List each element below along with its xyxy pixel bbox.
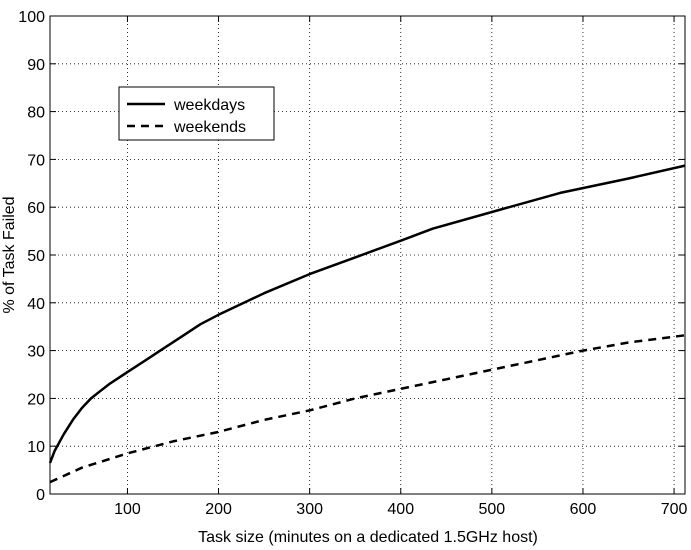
legend-label-weekends: weekends — [173, 119, 246, 136]
y-tick-label: 20 — [27, 391, 45, 408]
y-tick-label: 60 — [27, 200, 45, 217]
x-tick-label: 600 — [570, 501, 597, 518]
axis-ticks: 100 200 300 400 500 600 700 0 10 20 30 40 50 60 70 80 90… — [18, 9, 687, 518]
y-tick-label: 100 — [18, 9, 45, 26]
x-tick-label: 500 — [479, 501, 506, 518]
legend: weekdays weekends — [118, 86, 275, 141]
y-tick-label: 30 — [27, 344, 45, 361]
y-tick-label: 80 — [27, 105, 45, 122]
y-tick-label: 90 — [27, 57, 45, 74]
legend-label-weekdays: weekdays — [173, 97, 245, 114]
x-tick-label: 300 — [296, 501, 323, 518]
x-axis-title: Task size (minutes on a dedicated 1.5GHz… — [198, 529, 538, 546]
y-tick-label: 70 — [27, 152, 45, 169]
y-axis-title: % of Task Failed — [1, 196, 18, 313]
x-tick-label: 400 — [387, 501, 414, 518]
y-tick-label: 10 — [27, 439, 45, 456]
x-tick-label: 200 — [205, 501, 232, 518]
y-tick-label: 0 — [36, 487, 45, 504]
series-lines — [48, 164, 686, 484]
legend-box — [118, 86, 275, 141]
series-line-weekdays — [48, 164, 686, 464]
x-tick-label: 100 — [114, 501, 141, 518]
y-tick-label: 40 — [27, 296, 45, 313]
x-tick-label: 700 — [661, 501, 688, 518]
y-tick-label: 50 — [27, 248, 45, 265]
series-line-weekends — [49, 334, 686, 484]
